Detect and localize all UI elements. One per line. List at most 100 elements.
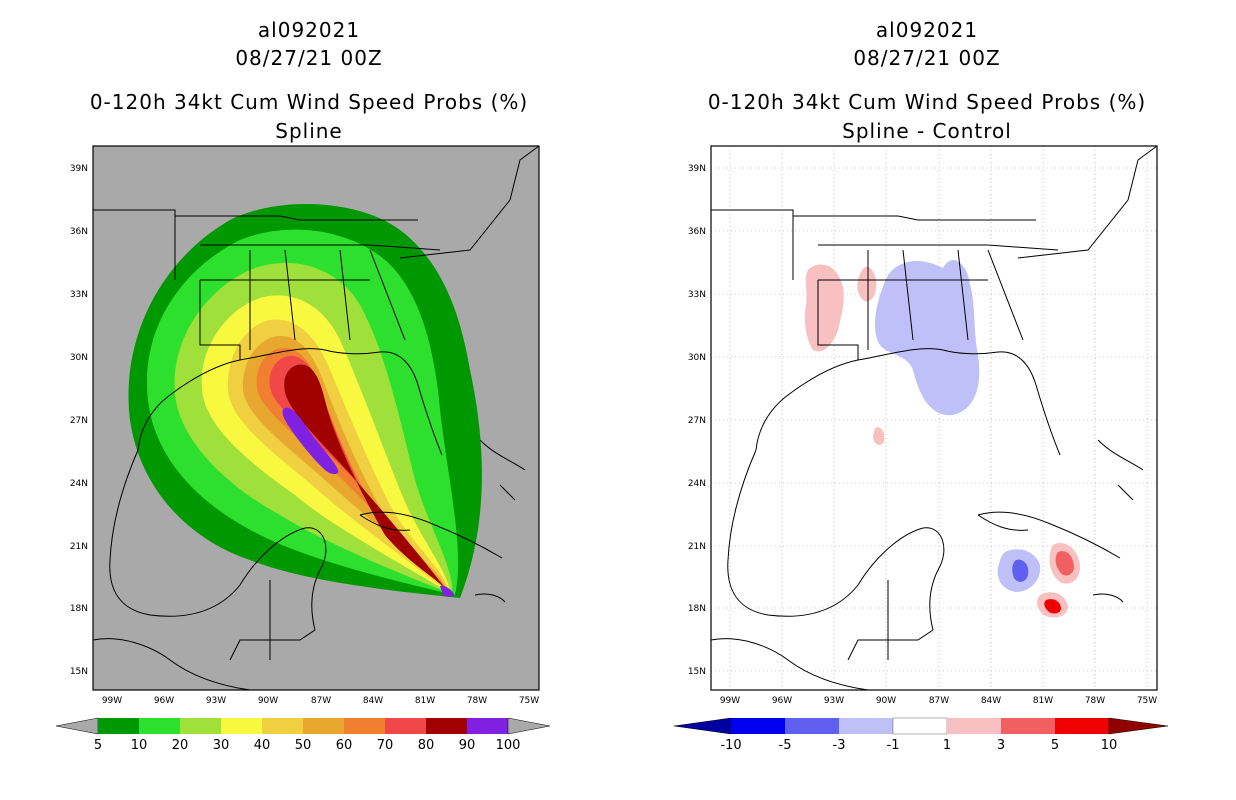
lat-axis: 39N 36N 33N 30N 27N 24N 21N 18N 15N xyxy=(70,164,88,677)
lat-label: 39N xyxy=(688,164,706,174)
colorbar-under-arrow xyxy=(674,717,732,735)
colorbar-bin xyxy=(731,718,785,734)
lon-label: 96W xyxy=(154,696,174,706)
lat-axis: 39N 36N 33N 30N 27N 24N 21N 18N 15N xyxy=(688,164,706,677)
colorbar-bin xyxy=(892,717,948,735)
map-background xyxy=(711,146,1157,690)
colorbar-bin xyxy=(221,718,262,734)
lat-label: 39N xyxy=(70,164,88,174)
lat-label: 30N xyxy=(688,353,706,363)
probability-contours xyxy=(128,203,482,598)
probability-map: 39N 36N 33N 30N 27N 24N 21N 18N 15N 99W … xyxy=(70,145,540,706)
diff-blue-light xyxy=(874,259,980,416)
difference-map: 39N 36N 33N 30N 27N 24N 21N 18N 15N 99W … xyxy=(688,145,1158,706)
colorbar-bin xyxy=(467,718,508,734)
diff-red-light-small xyxy=(857,266,877,302)
lon-label: 84W xyxy=(363,696,383,706)
colorbar-bin xyxy=(1055,718,1109,734)
colorbar-label: -1 xyxy=(887,738,900,753)
lat-label: 33N xyxy=(688,290,706,300)
storm-id-title: al092021 xyxy=(875,18,979,42)
lon-label: 90W xyxy=(876,696,896,706)
subtitle: Spline xyxy=(275,119,343,143)
contour-90 xyxy=(282,407,339,475)
lon-label: 75W xyxy=(519,696,539,706)
datetime-title: 08/27/21 00Z xyxy=(235,46,383,70)
lat-label: 18N xyxy=(688,604,706,614)
colorbar-over-arrow xyxy=(1108,717,1169,735)
lon-label: 87W xyxy=(311,696,331,706)
lon-label: 93W xyxy=(206,696,226,706)
lon-label: 75W xyxy=(1137,696,1157,706)
graticule xyxy=(711,146,1157,690)
lat-label: 27N xyxy=(688,416,706,426)
colorbar-label: 80 xyxy=(418,738,435,753)
colorbar-label: 40 xyxy=(254,738,271,753)
diff-red-mid-carib-n xyxy=(1055,551,1074,576)
colorbar-label: 10 xyxy=(131,738,148,753)
colorbar-bin xyxy=(839,718,893,734)
colorbar-label: 5 xyxy=(1051,738,1059,753)
lon-axis: 99W 96W 93W 90W 87W 84W 81W 78W 75W xyxy=(720,696,1157,706)
lon-axis: 99W 96W 93W 90W 87W 84W 81W 78W 75W xyxy=(102,696,539,706)
diff-red-light-west xyxy=(804,264,844,352)
lat-label: 24N xyxy=(70,479,88,489)
colorbar-bin xyxy=(139,718,180,734)
difference-contours xyxy=(804,259,1081,618)
colorbar-label: 20 xyxy=(172,738,189,753)
colorbar-bin xyxy=(385,718,426,734)
lon-label: 84W xyxy=(981,696,1001,706)
colorbar-bin xyxy=(344,718,385,734)
colorbar-right: -10 -5 -3 -1 1 3 5 10 xyxy=(674,717,1169,753)
colorbar-label: 10 xyxy=(1101,738,1118,753)
lat-label: 21N xyxy=(70,542,88,552)
colorbar-under-arrow xyxy=(56,717,99,735)
colorbar-label: 60 xyxy=(336,738,353,753)
colorbar-label: -10 xyxy=(720,738,741,753)
lat-label: 36N xyxy=(70,227,88,237)
lat-label: 36N xyxy=(688,227,706,237)
colorbar-bin xyxy=(303,718,344,734)
colorbar-label: 3 xyxy=(997,738,1005,753)
colorbar-label: 5 xyxy=(94,738,102,753)
product-title: 0-120h 34kt Cum Wind Speed Probs (%) xyxy=(707,90,1147,114)
colorbar-bin xyxy=(426,718,467,734)
colorbar-bin xyxy=(262,718,303,734)
colorbar-label: 90 xyxy=(459,738,476,753)
contour-80 xyxy=(284,364,448,592)
lat-label: 15N xyxy=(688,667,706,677)
colorbar-label: 1 xyxy=(943,738,951,753)
coastlines-borders xyxy=(710,145,1158,691)
lon-label: 81W xyxy=(1033,696,1053,706)
diff-red-light-gulf xyxy=(873,427,885,445)
right-panel: al092021 08/27/21 00Z 0-120h 34kt Cum Wi… xyxy=(618,0,1236,800)
colorbar-bin xyxy=(98,718,139,734)
lat-label: 21N xyxy=(688,542,706,552)
lat-label: 15N xyxy=(70,667,88,677)
lat-label: 27N xyxy=(70,416,88,426)
contour-90-landfall xyxy=(440,585,454,597)
lon-label: 99W xyxy=(720,696,740,706)
product-title: 0-120h 34kt Cum Wind Speed Probs (%) xyxy=(89,90,529,114)
lon-label: 81W xyxy=(415,696,435,706)
map-frame xyxy=(92,145,540,691)
map-frame xyxy=(710,145,1158,691)
colorbar-label: 30 xyxy=(213,738,230,753)
diff-blue-mid-carib xyxy=(1012,559,1029,582)
colorbar-label: -3 xyxy=(833,738,846,753)
colorbar-left: 5 10 20 30 40 50 60 70 80 90 100 xyxy=(56,717,551,753)
lon-label: 99W xyxy=(102,696,122,706)
colorbar-bin xyxy=(180,718,221,734)
lon-label: 96W xyxy=(772,696,792,706)
colorbar-label: 50 xyxy=(295,738,312,753)
lon-label: 90W xyxy=(258,696,278,706)
colorbar-over-arrow xyxy=(507,717,551,735)
diff-red-strong-carib-s xyxy=(1044,599,1061,614)
lon-label: 78W xyxy=(1085,696,1105,706)
colorbar-bin xyxy=(785,718,839,734)
datetime-title: 08/27/21 00Z xyxy=(853,46,1001,70)
colorbar-label: 70 xyxy=(377,738,394,753)
colorbar-bin xyxy=(1001,718,1055,734)
lon-label: 93W xyxy=(824,696,844,706)
lat-label: 33N xyxy=(70,290,88,300)
